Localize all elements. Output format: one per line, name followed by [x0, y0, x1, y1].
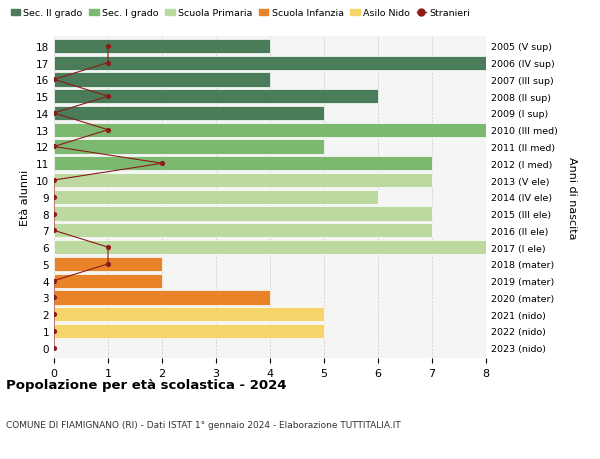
- Point: [49, 210, 59, 218]
- Bar: [54, 274, 162, 288]
- Bar: [54, 207, 432, 221]
- Y-axis label: Anni di nascita: Anni di nascita: [567, 156, 577, 239]
- Point: [49, 110, 59, 118]
- Point: [49, 311, 59, 318]
- Point: [49, 344, 59, 352]
- Bar: [54, 224, 432, 238]
- Point: [103, 127, 113, 134]
- Point: [49, 277, 59, 285]
- Bar: [54, 140, 324, 154]
- Point: [103, 93, 113, 101]
- Text: COMUNE DI FIAMIGNANO (RI) - Dati ISTAT 1° gennaio 2024 - Elaborazione TUTTITALIA: COMUNE DI FIAMIGNANO (RI) - Dati ISTAT 1…: [6, 420, 401, 429]
- Legend: Sec. II grado, Sec. I grado, Scuola Primaria, Scuola Infanzia, Asilo Nido, Stran: Sec. II grado, Sec. I grado, Scuola Prim…: [11, 9, 470, 18]
- Point: [103, 43, 113, 50]
- Bar: [54, 308, 324, 322]
- Point: [103, 244, 113, 251]
- Bar: [54, 39, 270, 54]
- Y-axis label: Età alunni: Età alunni: [20, 169, 31, 225]
- Bar: [54, 291, 270, 305]
- Point: [49, 77, 59, 84]
- Bar: [54, 73, 270, 87]
- Point: [49, 328, 59, 335]
- Point: [49, 294, 59, 302]
- Bar: [54, 174, 432, 188]
- Text: Popolazione per età scolastica - 2024: Popolazione per età scolastica - 2024: [6, 379, 287, 392]
- Bar: [54, 190, 378, 204]
- Point: [103, 60, 113, 67]
- Bar: [54, 157, 432, 171]
- Point: [49, 194, 59, 201]
- Point: [49, 227, 59, 235]
- Point: [49, 144, 59, 151]
- Bar: [54, 241, 486, 255]
- Bar: [54, 324, 324, 338]
- Point: [157, 160, 167, 168]
- Bar: [54, 257, 162, 271]
- Bar: [54, 90, 378, 104]
- Point: [49, 177, 59, 185]
- Bar: [54, 56, 486, 71]
- Bar: [54, 106, 324, 121]
- Point: [103, 261, 113, 268]
- Bar: [54, 123, 486, 138]
